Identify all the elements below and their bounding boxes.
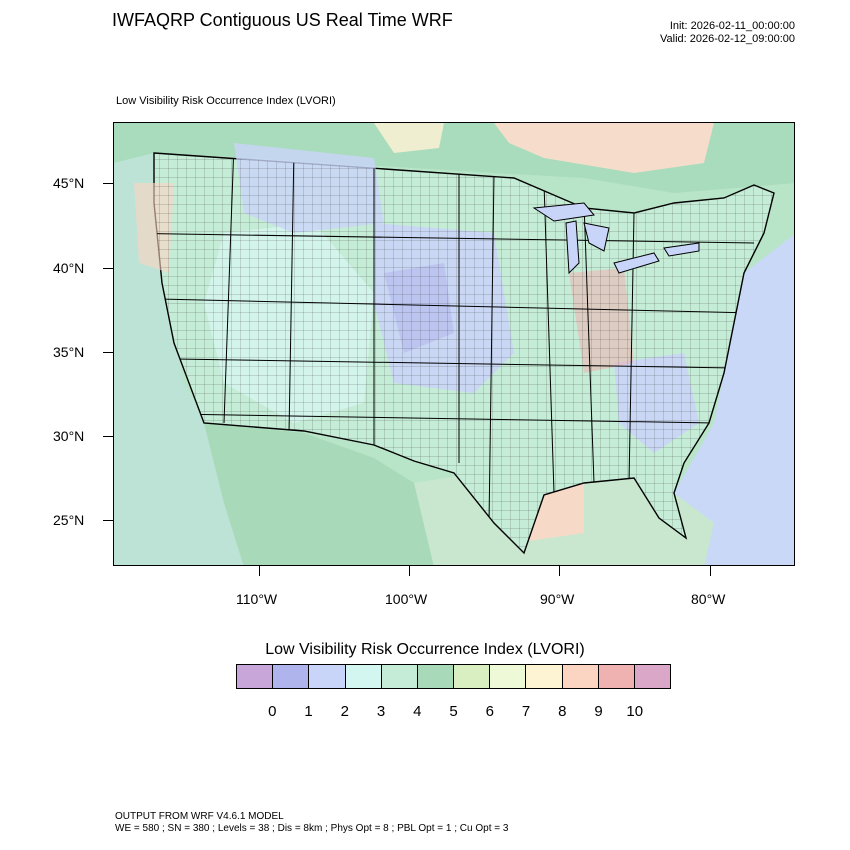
colorbar-label: 10	[626, 703, 644, 720]
colorbar-swatch	[490, 665, 527, 688]
great-lakes	[532, 202, 700, 275]
colorbar	[236, 664, 671, 689]
lon-tick	[710, 566, 711, 576]
lon-label: 110°W	[236, 591, 278, 607]
map-subtitle: Low Visibility Risk Occurrence Index (LV…	[116, 95, 336, 107]
colorbar-label: 2	[340, 703, 349, 720]
lat-label: 25°N	[53, 512, 85, 528]
colorbar-swatch	[634, 665, 671, 688]
colorbar-label: 7	[521, 703, 531, 720]
lat-tick	[103, 352, 113, 353]
colorbar-label: 9	[594, 703, 603, 720]
canada-warm-patch	[494, 123, 714, 173]
mexico-region	[204, 423, 434, 565]
colorbar-swatch	[237, 665, 274, 688]
colorbar-swatch	[454, 665, 491, 688]
colorbar-label: 4	[413, 703, 422, 720]
colorbar-label: 5	[449, 703, 458, 720]
colorbar-swatch	[598, 665, 635, 688]
lon-label: 80°W	[691, 591, 726, 607]
colorbar-label: 6	[485, 703, 494, 720]
colorbar-label: 3	[376, 703, 386, 720]
init-time: Init: 2026-02-11_00:00:00	[669, 20, 795, 32]
footer-model: OUTPUT FROM WRF V4.6.1 MODEL	[115, 811, 284, 822]
colorbar-swatch	[526, 665, 563, 688]
lat-label: 35°N	[53, 344, 85, 360]
colorbar-swatch	[381, 665, 418, 688]
lat-tick	[103, 436, 113, 437]
atlantic-ocean	[674, 234, 794, 565]
colorbar-label: 0	[268, 703, 277, 720]
valid-time: Valid: 2026-02-12_09:00:00	[660, 33, 795, 45]
colorbar-title: Low Visibility Risk Occurrence Index (LV…	[265, 641, 585, 658]
colorbar-swatch	[273, 665, 310, 688]
map-canvas	[114, 123, 794, 565]
canada-light-patch	[374, 123, 444, 153]
lon-label: 90°W	[540, 591, 575, 607]
lat-label: 45°N	[53, 175, 85, 191]
colorbar-swatch	[562, 665, 599, 688]
lon-tick	[559, 566, 560, 576]
lon-tick	[409, 566, 410, 576]
lat-label: 30°N	[53, 428, 85, 444]
lat-tick	[103, 268, 113, 269]
lon-label: 100°W	[385, 591, 428, 607]
lat-tick	[103, 520, 113, 521]
forecast-map	[113, 122, 795, 566]
colorbar-swatch	[309, 665, 346, 688]
footer-config: WE = 580 ; SN = 380 ; Levels = 38 ; Dis …	[115, 823, 509, 834]
lat-tick	[103, 183, 113, 184]
colorbar-label: 8	[558, 703, 567, 720]
colorbar-label: 1	[304, 703, 313, 720]
lon-tick	[259, 566, 260, 576]
colorbar-swatch	[345, 665, 382, 688]
lat-label: 40°N	[53, 260, 85, 276]
plot-title: IWFAQRP Contiguous US Real Time WRF	[112, 10, 453, 30]
colorbar-swatch	[417, 665, 455, 688]
state-boundaries	[154, 153, 755, 524]
